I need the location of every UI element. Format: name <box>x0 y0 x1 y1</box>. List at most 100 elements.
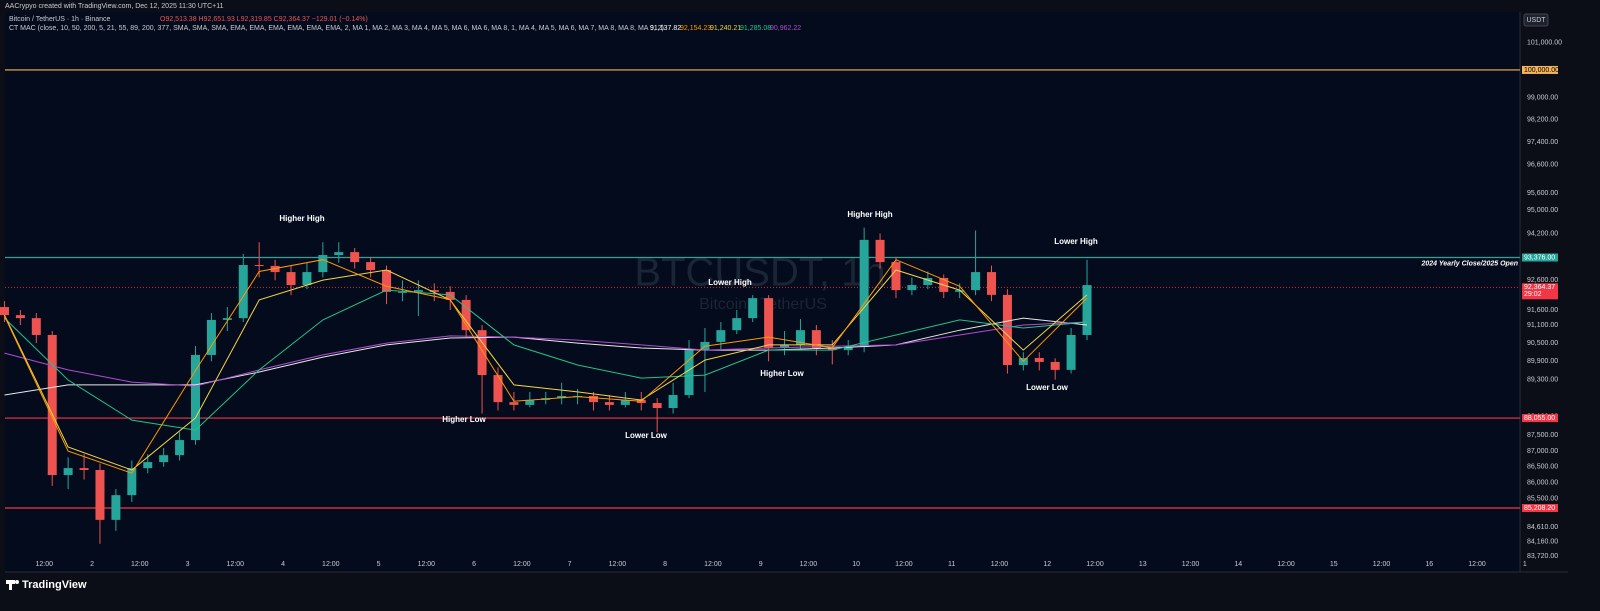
candle-body <box>811 330 821 348</box>
candle-body <box>509 402 519 405</box>
candle-body <box>716 330 726 342</box>
watermark-subtitle: Bitcoin / TetherUS <box>699 296 827 313</box>
candle-body <box>1050 361 1060 370</box>
candle-body <box>525 399 535 405</box>
candle-body <box>175 440 185 456</box>
moving-average <box>4 321 1088 387</box>
x-tick-label: 12:00 <box>1277 561 1295 568</box>
annotation: Lower High <box>1054 237 1098 246</box>
y-tick-label: 97,400.00 <box>1527 139 1558 146</box>
y-tick-label: 87,500.00 <box>1527 432 1558 439</box>
candle-body <box>286 272 296 286</box>
x-tick-label: 16 <box>1425 561 1433 568</box>
y-tick-label: 86,500.00 <box>1527 464 1558 471</box>
indicator-value: 91,240.21 <box>710 25 741 32</box>
y-tick-label: 91,100.00 <box>1527 322 1558 329</box>
y-tick-label: 83,720.00 <box>1527 553 1558 560</box>
y-tick-label: 96,600.00 <box>1527 161 1558 168</box>
x-tick-label: 12:00 <box>704 561 722 568</box>
y-tick-label: 85,500.00 <box>1527 496 1558 503</box>
y-tick-label: 92,600.00 <box>1527 277 1558 284</box>
candle-body <box>493 375 503 403</box>
moving-average <box>4 317 1088 396</box>
credit: AACrypyo created with TradingView.com, D… <box>5 3 224 10</box>
levels: 100,000.00 93,376.00 2024 Yearly Close/202… <box>5 65 1559 513</box>
candle-body <box>127 468 137 496</box>
candle-body <box>875 239 885 263</box>
currency[interactable]: USDT <box>1526 17 1546 24</box>
candle-body <box>764 298 774 348</box>
level-tag <box>1522 65 1558 74</box>
candle-body <box>0 307 9 316</box>
x-tick-label: 8 <box>663 561 667 568</box>
level-label: 100,000.00 <box>1524 67 1559 74</box>
y-tick-label: 90,500.00 <box>1527 340 1558 347</box>
x-tick-label: 12:00 <box>895 561 913 568</box>
candle-body <box>413 290 423 292</box>
candle-body <box>334 252 344 256</box>
candle-body <box>923 277 933 286</box>
level-tag <box>1522 414 1558 423</box>
brand-logo <box>6 580 19 590</box>
currency-button[interactable] <box>1523 13 1549 27</box>
symbol: Bitcoin / TetherUS · 1h · Binance <box>9 16 111 23</box>
level-label: 85,208.20 <box>1524 505 1555 512</box>
level-tag <box>1522 283 1558 300</box>
x-tick-label: 7 <box>568 561 572 568</box>
x-tick-label: 1 <box>1523 561 1527 568</box>
level-countdown: 29:02 <box>1524 291 1542 298</box>
y-tick-label: 91,600.00 <box>1527 307 1558 314</box>
annotation: Higher High <box>847 210 892 219</box>
indicator-value: 92,154.23 <box>680 25 711 32</box>
candle-body <box>445 291 455 300</box>
x-tick-label: 13 <box>1139 561 1147 568</box>
candle-body <box>732 318 742 331</box>
y-tick-label: 89,900.00 <box>1527 358 1558 365</box>
x-tick-label: 12:00 <box>1182 561 1200 568</box>
level-label: 93,376.00 <box>1524 254 1555 261</box>
candle-body <box>47 334 57 476</box>
candle-body <box>382 270 392 292</box>
candle-body <box>955 290 965 292</box>
candle-body <box>222 318 232 320</box>
indicator-value: 91,137.82 <box>650 25 681 32</box>
x-tick-label: 12:00 <box>800 561 818 568</box>
x-tick-label: 12 <box>1043 561 1051 568</box>
y-tick-label: 89,300.00 <box>1527 376 1558 383</box>
x-tick-label: 12:00 <box>1373 561 1391 568</box>
candle-body <box>684 350 694 396</box>
candle-body <box>111 495 121 520</box>
indicator-value: 91,285.08 <box>740 25 771 32</box>
y-tick-label: 84,610.00 <box>1527 524 1558 531</box>
candle-body <box>206 319 216 355</box>
indicator: CT MAC (close, 10, 50, 200, 5, 21, 55, 8… <box>9 25 664 32</box>
candle-body <box>461 299 471 331</box>
candle-body <box>859 239 869 348</box>
candle-body <box>238 265 248 319</box>
level-tag <box>1522 253 1558 262</box>
x-tick-label: 11 <box>948 561 955 568</box>
candle-body <box>31 318 41 335</box>
annotation: Lower High <box>708 278 752 287</box>
candles <box>0 227 1092 544</box>
candle-body <box>63 468 73 476</box>
y-tick-label: 95,000.00 <box>1527 207 1558 214</box>
y-tick-label: 94,200.00 <box>1527 230 1558 237</box>
x-tick-label: 12:00 <box>35 561 53 568</box>
candle-body <box>15 315 25 319</box>
candle-body <box>907 285 917 291</box>
level-note: 2024 Yearly Close/2025 Open <box>1420 260 1518 267</box>
y-tick-label: 98,200.00 <box>1527 117 1558 124</box>
candle-body <box>95 470 105 520</box>
x-tick-label: 15 <box>1330 561 1338 568</box>
moving-average <box>4 289 1088 431</box>
candle-body <box>795 330 805 345</box>
candle-body <box>397 291 407 293</box>
candle-body <box>159 455 169 463</box>
candle-body <box>652 403 662 408</box>
candle-body <box>429 290 439 292</box>
ohlc: O92,513.38 H92,651.93 L92,319.85 C92,364… <box>160 16 368 23</box>
x-tick-label: 2 <box>90 561 94 568</box>
